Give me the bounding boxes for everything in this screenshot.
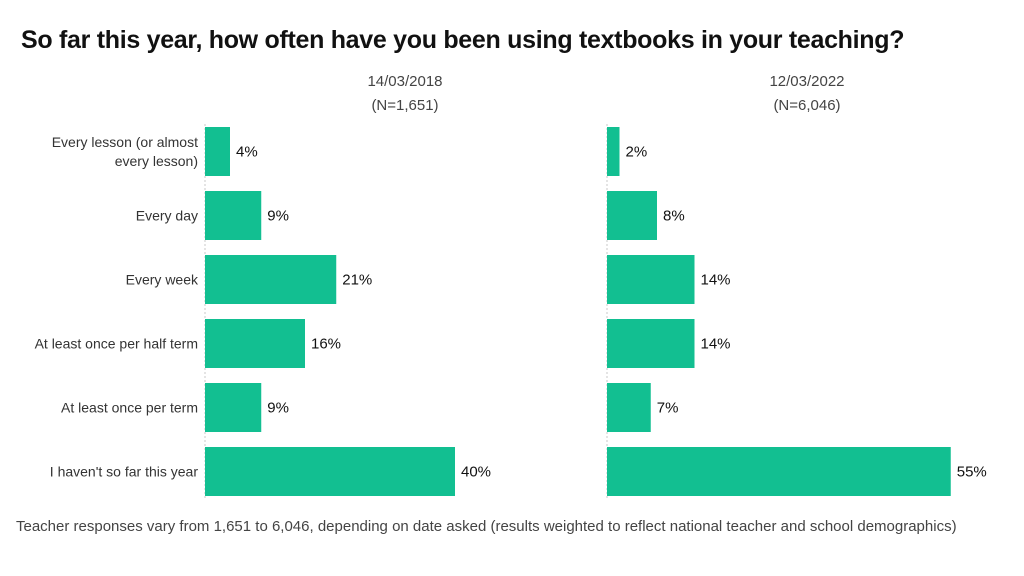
panel-header-2018: 14/03/2018 (N=1,651) — [305, 70, 505, 118]
footnote: Teacher responses vary from 1,651 to 6,0… — [16, 518, 957, 535]
bar — [607, 255, 695, 304]
data-label: 21% — [342, 272, 372, 289]
category-label: At least once per half term — [35, 336, 198, 352]
panel-date: 12/03/2022 — [769, 73, 845, 90]
bar — [607, 191, 657, 240]
bar — [205, 255, 337, 304]
data-label: 9% — [267, 400, 289, 417]
panel-sample-size: (N=6,046) — [773, 97, 841, 114]
category-label: Every day — [136, 208, 198, 224]
category-label: Every week — [126, 272, 199, 288]
data-label: 16% — [311, 336, 341, 353]
data-label: 55% — [957, 464, 987, 481]
panel-date: 14/03/2018 — [367, 73, 443, 90]
panel-sample-size: (N=1,651) — [371, 97, 439, 114]
category-label: Every lesson (or almost every lesson) — [52, 134, 198, 169]
data-label: 14% — [701, 272, 731, 289]
data-label: 14% — [701, 336, 731, 353]
bar — [205, 319, 305, 368]
bar — [205, 191, 262, 240]
data-label: 40% — [461, 464, 491, 481]
bar — [205, 447, 455, 496]
data-label: 4% — [236, 144, 258, 161]
bar — [607, 383, 651, 432]
data-label: 8% — [663, 208, 685, 225]
data-label: 9% — [267, 208, 289, 225]
category-label: I haven't so far this year — [50, 464, 199, 480]
panel-header-2022: 12/03/2022 (N=6,046) — [707, 70, 907, 118]
category-label: At least once per term — [61, 400, 198, 416]
bar — [607, 127, 620, 176]
data-label: 7% — [657, 400, 679, 417]
chart-title: So far this year, how often have you bee… — [21, 26, 905, 54]
data-label: 2% — [626, 144, 648, 161]
bar — [607, 319, 695, 368]
bar — [607, 447, 951, 496]
bar — [205, 127, 230, 176]
bar — [205, 383, 262, 432]
